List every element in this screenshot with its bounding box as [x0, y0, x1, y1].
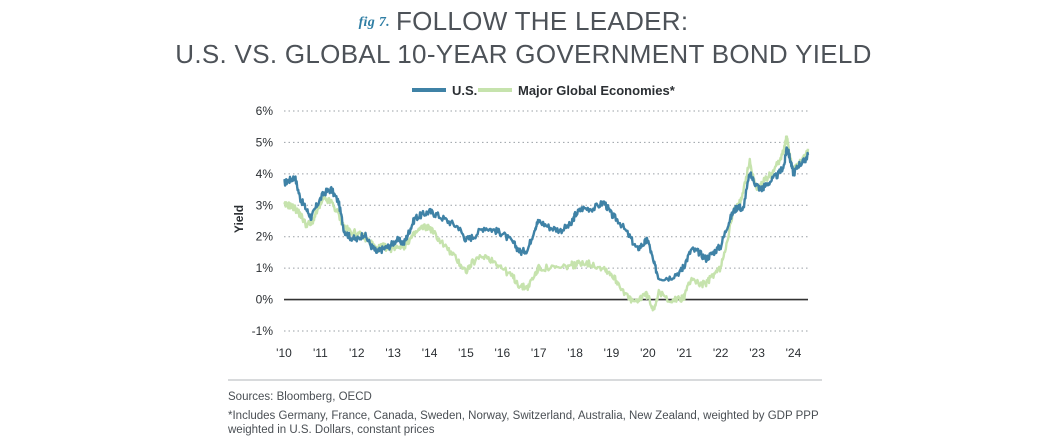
- x-tick-label: '15: [458, 346, 474, 360]
- y-tick-label: 1%: [256, 261, 274, 275]
- x-tick-label: '11: [313, 346, 328, 360]
- legend: U.S. Major Global Economies*: [412, 83, 676, 98]
- sources-note: Sources: Bloomberg, OECD: [228, 391, 372, 403]
- chart-title: fig 7. FOLLOW THE LEADER: U.S. VS. GLOBAL…: [0, 6, 1047, 70]
- title-text-1: FOLLOW THE LEADER:: [395, 6, 689, 36]
- x-tick-label: '16: [495, 346, 511, 360]
- figure-label: fig 7.: [358, 15, 390, 30]
- x-tick-label: '14: [422, 346, 438, 360]
- x-tick-label: '17: [531, 346, 547, 360]
- footnote: *Includes Germany, France, Canada, Swede…: [228, 410, 819, 436]
- y-tick-label: -1%: [252, 324, 274, 338]
- legend-label-global: Major Global Economies*: [518, 83, 676, 98]
- x-tick-label: '10: [276, 346, 292, 360]
- title-line-1: fig 7. FOLLOW THE LEADER:: [0, 6, 1047, 38]
- x-axis: '10 '11 '12 '13 '14 '15 '16 '17 '18 '19 '20 '21 '22 '…: [276, 346, 801, 360]
- title-line-2: U.S. VS. GLOBAL 10-YEAR GOVERNMENT BOND …: [175, 39, 872, 69]
- y-tick-label: 5%: [256, 135, 274, 149]
- y-tick-label: 3%: [256, 198, 274, 212]
- x-tick-label: '23: [749, 346, 765, 360]
- x-tick-label: '13: [385, 346, 401, 360]
- series-line-us: [283, 146, 810, 282]
- x-tick-label: '19: [604, 346, 620, 360]
- x-tick-label: '18: [567, 346, 583, 360]
- y-tick-label: 0%: [256, 293, 274, 307]
- y-tick-label: 2%: [256, 230, 274, 244]
- x-tick-label: '22: [713, 346, 729, 360]
- x-tick-label: '21: [676, 346, 692, 360]
- y-axis: -1% 0% 1% 2% 3% 4% 5% 6%: [252, 104, 274, 338]
- x-tick-label: '20: [640, 346, 656, 360]
- x-tick-label: '12: [349, 346, 365, 360]
- y-axis-label: Yield: [232, 205, 246, 233]
- y-tick-label: 6%: [256, 104, 274, 118]
- legend-label-us: U.S.: [452, 83, 477, 98]
- y-tick-label: 4%: [256, 167, 274, 181]
- series-lines: [283, 135, 810, 312]
- x-tick-label: '24: [786, 346, 802, 360]
